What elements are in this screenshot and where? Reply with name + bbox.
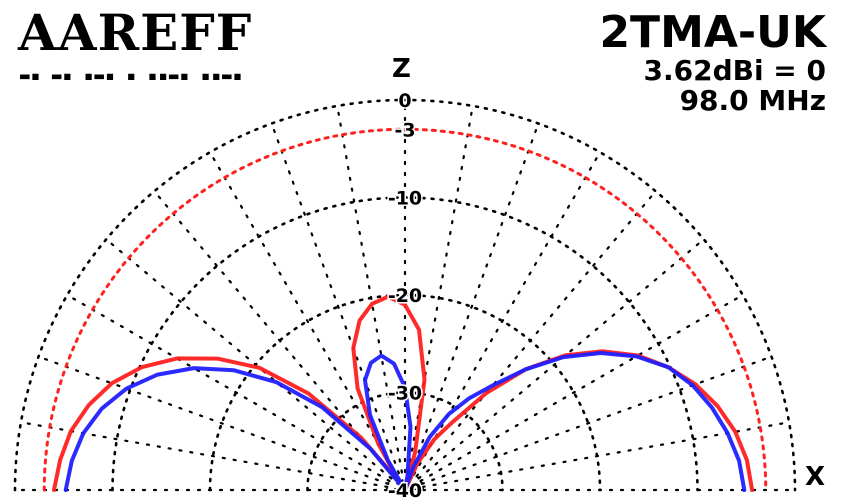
antenna-model: 2TMA-UK xyxy=(599,7,826,58)
reference-ring xyxy=(42,127,768,492)
spoke-line xyxy=(105,238,393,480)
gain-reference: 3.62dBi = 0 xyxy=(643,54,826,87)
ring-label: 0 xyxy=(398,90,411,112)
grid-ring xyxy=(13,98,797,492)
spoke-line xyxy=(37,355,390,485)
spoke-line xyxy=(415,190,657,478)
spoke-line xyxy=(420,355,773,485)
spoke-line xyxy=(412,151,602,476)
frequency-label: 98.0 MHz xyxy=(679,84,826,117)
ring-label: -30 xyxy=(388,383,422,405)
x-axis-label: X xyxy=(805,462,826,492)
spoke-line xyxy=(270,122,400,475)
spoke-line xyxy=(208,151,398,476)
antenna-info: 2TMA-UK 3.62dBi = 0 98.0 MHz xyxy=(599,10,826,116)
ring-label: -3 xyxy=(394,119,415,141)
z-axis-label: Z xyxy=(392,54,411,84)
spoke-line xyxy=(419,293,744,483)
brand-logo: AAREFF xyxy=(18,3,253,62)
ring-label: -40 xyxy=(388,480,422,502)
spoke-line xyxy=(153,190,395,478)
ring-label: -20 xyxy=(388,285,422,307)
series-line-blue xyxy=(63,351,747,492)
morse-code-strip: ▬▪ ▬▪ ▪▬▪ ▪ ▪▪▬▪ ▪▪▬▪ xyxy=(20,66,244,85)
spoke-line xyxy=(66,293,391,483)
spoke-line xyxy=(410,122,540,475)
grid-ring xyxy=(208,293,602,492)
spoke-line xyxy=(407,104,474,474)
ring-label: -10 xyxy=(388,188,422,210)
spoke-line xyxy=(336,104,403,474)
grid-ring xyxy=(111,196,699,492)
grid-ring xyxy=(386,471,424,491)
